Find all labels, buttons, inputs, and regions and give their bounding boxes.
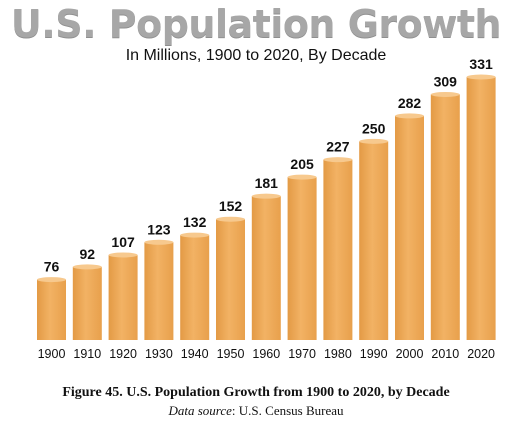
tick-label-1970: 1970 [288, 347, 316, 361]
bar-top [180, 232, 210, 238]
value-label-1930: 123 [147, 221, 171, 237]
bar-2020 [466, 74, 496, 340]
value-label-1900: 76 [44, 259, 60, 275]
bar-1960 [251, 193, 281, 340]
bar-1980 [323, 157, 353, 340]
bar-1910 [72, 264, 102, 340]
bar-top [216, 216, 245, 222]
value-label-2020: 331 [469, 56, 493, 72]
value-label-1980: 227 [326, 139, 350, 155]
bar-1990 [359, 138, 389, 340]
bar-1970 [287, 174, 317, 340]
value-label-2010: 309 [434, 73, 458, 89]
bar-top [37, 277, 66, 283]
tick-label-1960: 1960 [252, 347, 280, 361]
tick-label-1900: 1900 [38, 347, 66, 361]
data-source: Data source: U.S. Census Bureau [0, 403, 512, 419]
bar-1920 [108, 252, 138, 340]
bar-top [108, 252, 138, 258]
tick-label-1910: 1910 [73, 347, 101, 361]
bar-top [287, 174, 317, 180]
bar-body [72, 266, 102, 340]
tick-label-1950: 1950 [217, 347, 245, 361]
bar-body [251, 196, 281, 340]
bar-top [323, 157, 353, 163]
tick-label-2020: 2020 [467, 347, 495, 361]
bar-body [287, 177, 317, 340]
bar-2000 [395, 113, 424, 340]
value-label-1950: 152 [219, 198, 243, 214]
bar-top [359, 138, 389, 144]
bar-body [466, 77, 496, 340]
bar-top [430, 91, 460, 97]
bar-body [216, 219, 245, 340]
bar-body [395, 115, 424, 340]
bar-top [395, 113, 424, 119]
bar-1930 [144, 239, 174, 340]
value-label-1920: 107 [111, 234, 135, 250]
value-label-1960: 181 [255, 175, 279, 191]
chart-subtitle: In Millions, 1900 to 2020, By Decade [125, 47, 387, 64]
tick-label-1980: 1980 [324, 347, 352, 361]
bar-body [37, 279, 66, 340]
data-source-label: Data source [168, 403, 232, 418]
bar-top [466, 74, 496, 80]
bar-body [108, 254, 138, 340]
bar-top [251, 193, 281, 199]
tick-label-1990: 1990 [360, 347, 388, 361]
tick-label-2010: 2010 [431, 347, 459, 361]
value-label-1970: 205 [290, 156, 314, 172]
value-label-1990: 250 [362, 120, 386, 136]
bar-2010 [430, 91, 460, 340]
bar-1940 [180, 232, 210, 340]
value-label-2000: 282 [398, 95, 422, 111]
value-label-1940: 132 [183, 214, 207, 230]
tick-label-1940: 1940 [181, 347, 209, 361]
tick-label-1930: 1930 [145, 347, 173, 361]
chart-title: U.S. Population Growth [10, 2, 502, 46]
bar-body [323, 159, 353, 340]
tick-label-2000: 2000 [396, 347, 424, 361]
bar-body [359, 141, 389, 340]
data-source-value: : U.S. Census Bureau [231, 403, 344, 418]
bar-1900 [37, 277, 66, 340]
bar-body [180, 235, 210, 340]
bar-top [144, 239, 174, 245]
bar-body [430, 94, 460, 340]
bar-body [144, 242, 174, 340]
bar-1950 [216, 216, 245, 340]
value-label-1910: 92 [80, 246, 96, 262]
tick-label-1920: 1920 [109, 347, 137, 361]
bar-top [72, 264, 102, 270]
figure-caption: Figure 45. U.S. Population Growth from 1… [62, 385, 450, 400]
